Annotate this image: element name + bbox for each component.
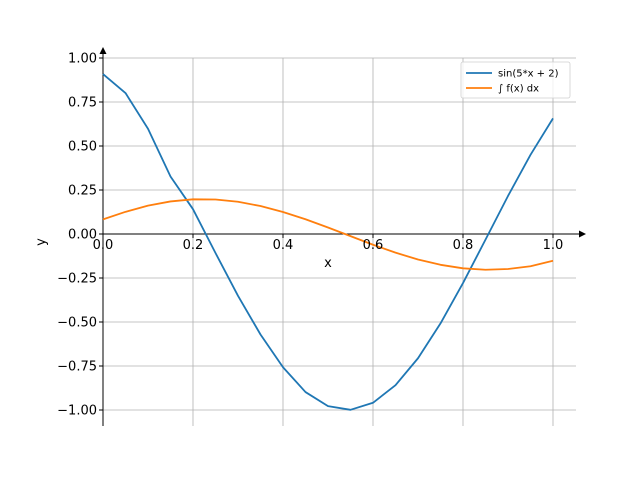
- y-tick-label: −0.50: [57, 316, 97, 331]
- y-tick-label: −0.25: [57, 272, 97, 287]
- tick-labels: 0.0 0.2 0.4 0.6 0.8 1.0 1.00 0.75 0.50 0.25 0.00 −0…: [57, 52, 563, 419]
- x-axis-arrow: [579, 230, 586, 238]
- x-axis-label: x: [324, 256, 332, 271]
- y-tick-label: 0.00: [68, 228, 97, 243]
- y-tick-label: 1.00: [68, 52, 97, 67]
- axes: [99, 47, 586, 426]
- x-tick-label: 1.0: [543, 238, 564, 253]
- legend-label-1: sin(5*x + 2): [498, 69, 559, 80]
- y-tick-label: 0.25: [68, 184, 97, 199]
- legend: sin(5*x + 2) ∫ f(x) dx: [460, 61, 571, 99]
- y-axis-label: y: [34, 238, 49, 246]
- series-line-2: [102, 198, 554, 271]
- y-tick-label: 0.75: [68, 96, 97, 111]
- x-tick-label: 0.6: [363, 238, 384, 253]
- series-line-1: [102, 73, 554, 411]
- x-tick-label: 0.2: [183, 238, 204, 253]
- legend-label-2: ∫ f(x) dx: [498, 84, 539, 95]
- grid: [102, 57, 576, 426]
- y-tick-label: −1.00: [57, 404, 97, 419]
- legend-box: [460, 61, 571, 99]
- y-tick-label: 0.50: [68, 140, 97, 155]
- series-lines: [102, 73, 554, 411]
- x-tick-label: 0.4: [273, 238, 294, 253]
- y-axis-arrow: [99, 47, 107, 54]
- x-tick-label: 0.8: [453, 238, 474, 253]
- y-tick-label: −0.75: [57, 360, 97, 375]
- x-tick-label: 0.0: [93, 238, 114, 253]
